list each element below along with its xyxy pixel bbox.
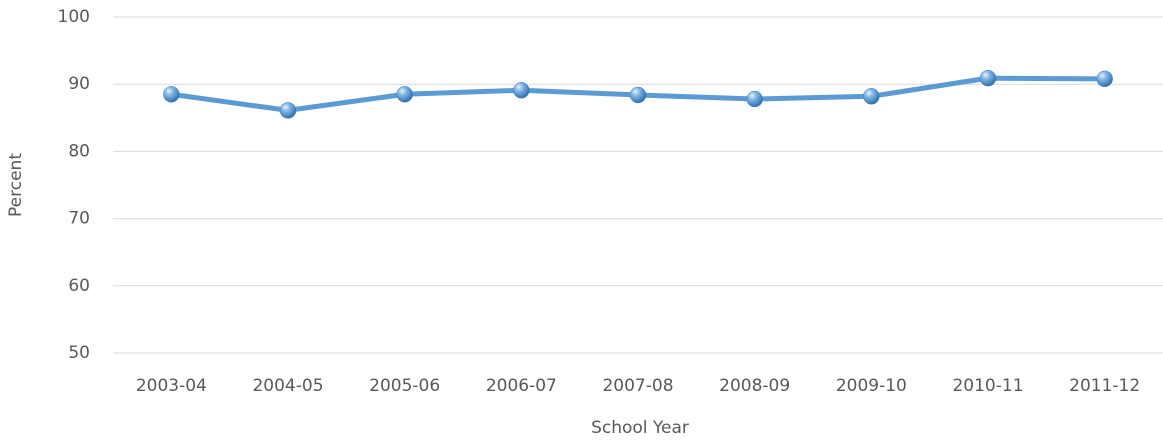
x-tick-label: 2005-06	[369, 376, 440, 396]
data-point	[163, 86, 180, 103]
data-point	[629, 86, 647, 104]
y-tick-label: 90	[68, 74, 90, 94]
x-tick-label: 2009-10	[836, 376, 907, 396]
x-tick-label: 2011-12	[1069, 376, 1140, 396]
data-point	[396, 86, 413, 103]
x-tick-label: 2003-04	[136, 376, 207, 396]
x-tick-label: 2004-05	[252, 376, 323, 396]
y-tick-label: 50	[68, 343, 90, 363]
data-point	[746, 90, 763, 108]
data-point	[979, 69, 997, 87]
data-point	[513, 81, 530, 99]
x-axis-title: School Year	[591, 418, 689, 438]
data-point	[1096, 70, 1113, 88]
y-tick-label: 100	[58, 7, 90, 27]
x-tick-label: 2006-07	[486, 376, 557, 396]
data-point	[863, 88, 880, 105]
x-tick-label: 2008-09	[719, 376, 790, 396]
y-axis-title: Percent	[6, 153, 26, 217]
x-tick-label: 2010-11	[952, 376, 1023, 396]
data-point	[279, 102, 297, 119]
y-tick-label: 80	[68, 141, 90, 161]
x-tick-label: 2007-08	[602, 376, 673, 396]
y-tick-label: 60	[68, 276, 90, 296]
y-tick-label: 70	[68, 209, 90, 229]
